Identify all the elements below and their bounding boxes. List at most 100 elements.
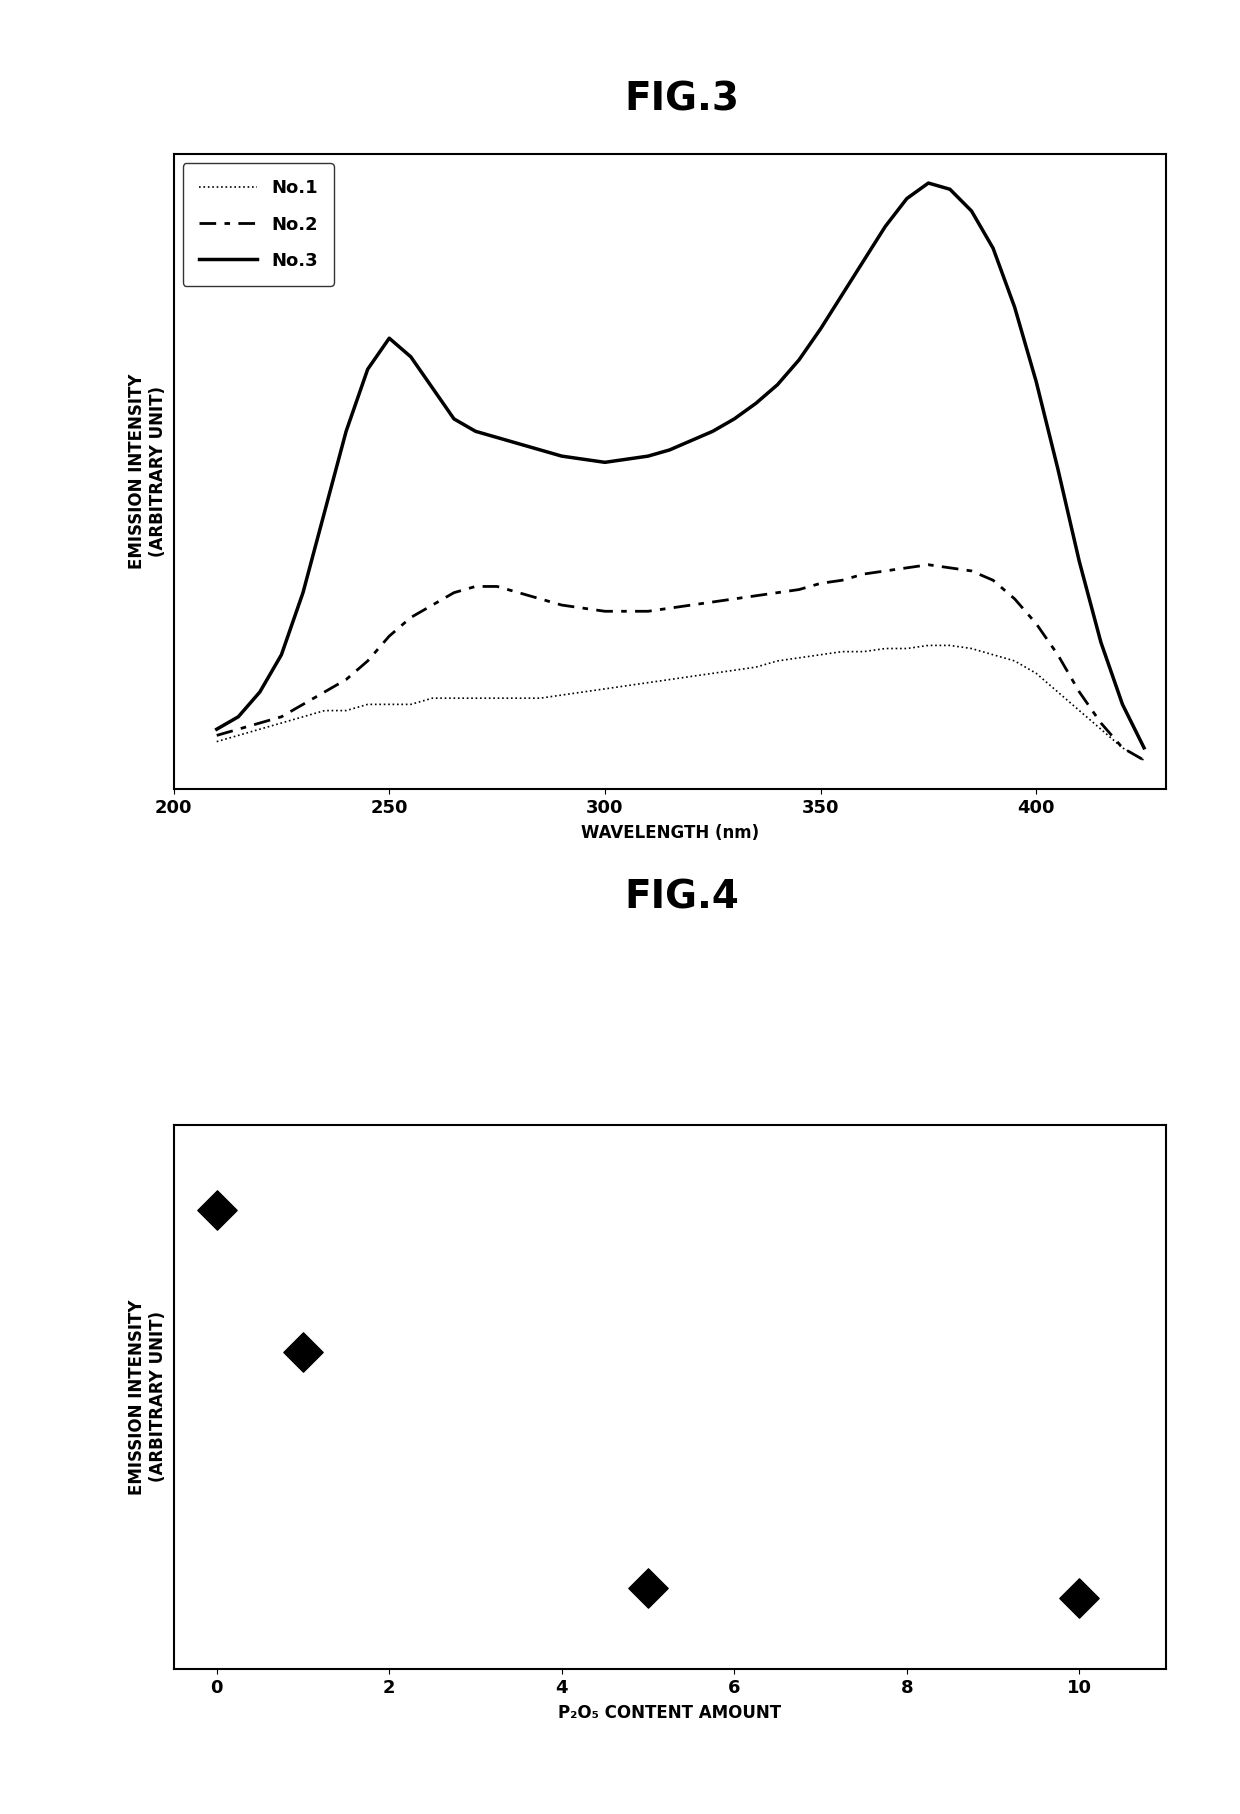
No.1 bbox=[1029, 662, 1044, 684]
No.2 bbox=[857, 562, 872, 584]
Point bbox=[207, 1195, 227, 1224]
No.2 bbox=[274, 706, 289, 727]
No.2 bbox=[1137, 749, 1152, 771]
No.2 bbox=[317, 680, 332, 702]
No.2 bbox=[727, 588, 742, 610]
No.2 bbox=[1094, 713, 1109, 735]
No.2 bbox=[942, 557, 957, 579]
No.3 bbox=[749, 392, 764, 414]
No.1 bbox=[727, 658, 742, 680]
No.1 bbox=[942, 635, 957, 657]
No.2 bbox=[575, 597, 590, 619]
No.3 bbox=[857, 250, 872, 272]
No.2 bbox=[425, 595, 440, 617]
No.3 bbox=[490, 426, 505, 448]
No.3 bbox=[706, 421, 720, 443]
No.2 bbox=[1115, 736, 1130, 758]
No.2 bbox=[339, 669, 353, 691]
No.2 bbox=[361, 649, 376, 671]
No.1 bbox=[554, 684, 569, 706]
No.3 bbox=[1137, 736, 1152, 758]
No.2 bbox=[210, 724, 224, 746]
No.1 bbox=[899, 639, 914, 660]
No.2 bbox=[295, 693, 310, 715]
No.3 bbox=[1094, 631, 1109, 653]
No.1 bbox=[339, 700, 353, 722]
No.3 bbox=[662, 439, 677, 461]
No.3 bbox=[963, 200, 978, 221]
No.1 bbox=[791, 648, 806, 669]
No.1 bbox=[1007, 649, 1022, 671]
No.3 bbox=[1115, 693, 1130, 715]
No.2 bbox=[770, 582, 785, 604]
No.3 bbox=[382, 327, 397, 348]
No.3 bbox=[1007, 296, 1022, 317]
Point bbox=[293, 1337, 312, 1366]
No.1 bbox=[382, 693, 397, 715]
No.1 bbox=[1137, 749, 1152, 771]
Line: No.1: No.1 bbox=[217, 646, 1145, 760]
No.2 bbox=[1050, 644, 1065, 666]
No.1 bbox=[813, 644, 828, 666]
No.2 bbox=[1029, 613, 1044, 635]
Point bbox=[1069, 1584, 1089, 1613]
No.1 bbox=[986, 644, 1001, 666]
No.2 bbox=[619, 600, 634, 622]
No.3 bbox=[210, 718, 224, 740]
No.2 bbox=[446, 582, 461, 604]
No.2 bbox=[1007, 588, 1022, 610]
No.1 bbox=[683, 666, 698, 688]
No.3 bbox=[467, 421, 482, 443]
No.1 bbox=[749, 657, 764, 678]
No.2 bbox=[490, 575, 505, 597]
No.1 bbox=[361, 693, 376, 715]
No.2 bbox=[382, 626, 397, 648]
No.2 bbox=[683, 595, 698, 617]
X-axis label: P₂O₅ CONTENT AMOUNT: P₂O₅ CONTENT AMOUNT bbox=[558, 1703, 781, 1721]
No.3 bbox=[274, 644, 289, 666]
No.2 bbox=[467, 575, 482, 597]
No.2 bbox=[511, 582, 526, 604]
No.1 bbox=[770, 649, 785, 671]
No.1 bbox=[921, 635, 936, 657]
No.3 bbox=[554, 444, 569, 466]
No.3 bbox=[791, 348, 806, 370]
No.3 bbox=[641, 444, 656, 466]
No.1 bbox=[253, 718, 268, 740]
No.2 bbox=[554, 595, 569, 617]
No.1 bbox=[641, 671, 656, 693]
No.3 bbox=[598, 452, 613, 473]
No.2 bbox=[878, 561, 893, 582]
No.3 bbox=[813, 317, 828, 339]
No.3 bbox=[683, 430, 698, 452]
No.1 bbox=[598, 678, 613, 700]
No.3 bbox=[921, 172, 936, 194]
No.2 bbox=[813, 573, 828, 595]
No.1 bbox=[835, 640, 849, 662]
Line: No.3: No.3 bbox=[217, 183, 1145, 747]
No.1 bbox=[857, 640, 872, 662]
No.1 bbox=[1071, 700, 1086, 722]
Legend: No.1, No.2, No.3: No.1, No.2, No.3 bbox=[182, 163, 334, 287]
Text: FIG.4: FIG.4 bbox=[625, 880, 739, 916]
No.2 bbox=[899, 557, 914, 579]
No.1 bbox=[662, 669, 677, 691]
No.1 bbox=[425, 688, 440, 709]
No.1 bbox=[878, 639, 893, 660]
No.2 bbox=[641, 600, 656, 622]
No.3 bbox=[339, 421, 353, 443]
No.1 bbox=[295, 706, 310, 727]
Y-axis label: EMISSION INTENSITY
(ARBITRARY UNIT): EMISSION INTENSITY (ARBITRARY UNIT) bbox=[128, 374, 166, 570]
No.2 bbox=[1071, 680, 1086, 702]
No.3 bbox=[533, 439, 548, 461]
No.3 bbox=[511, 434, 526, 455]
Text: FIG.3: FIG.3 bbox=[625, 82, 739, 118]
No.2 bbox=[706, 591, 720, 613]
No.1 bbox=[210, 731, 224, 753]
No.2 bbox=[835, 570, 849, 591]
No.3 bbox=[899, 187, 914, 209]
No.2 bbox=[403, 606, 418, 628]
No.3 bbox=[942, 178, 957, 200]
No.3 bbox=[446, 408, 461, 430]
No.2 bbox=[231, 718, 246, 740]
